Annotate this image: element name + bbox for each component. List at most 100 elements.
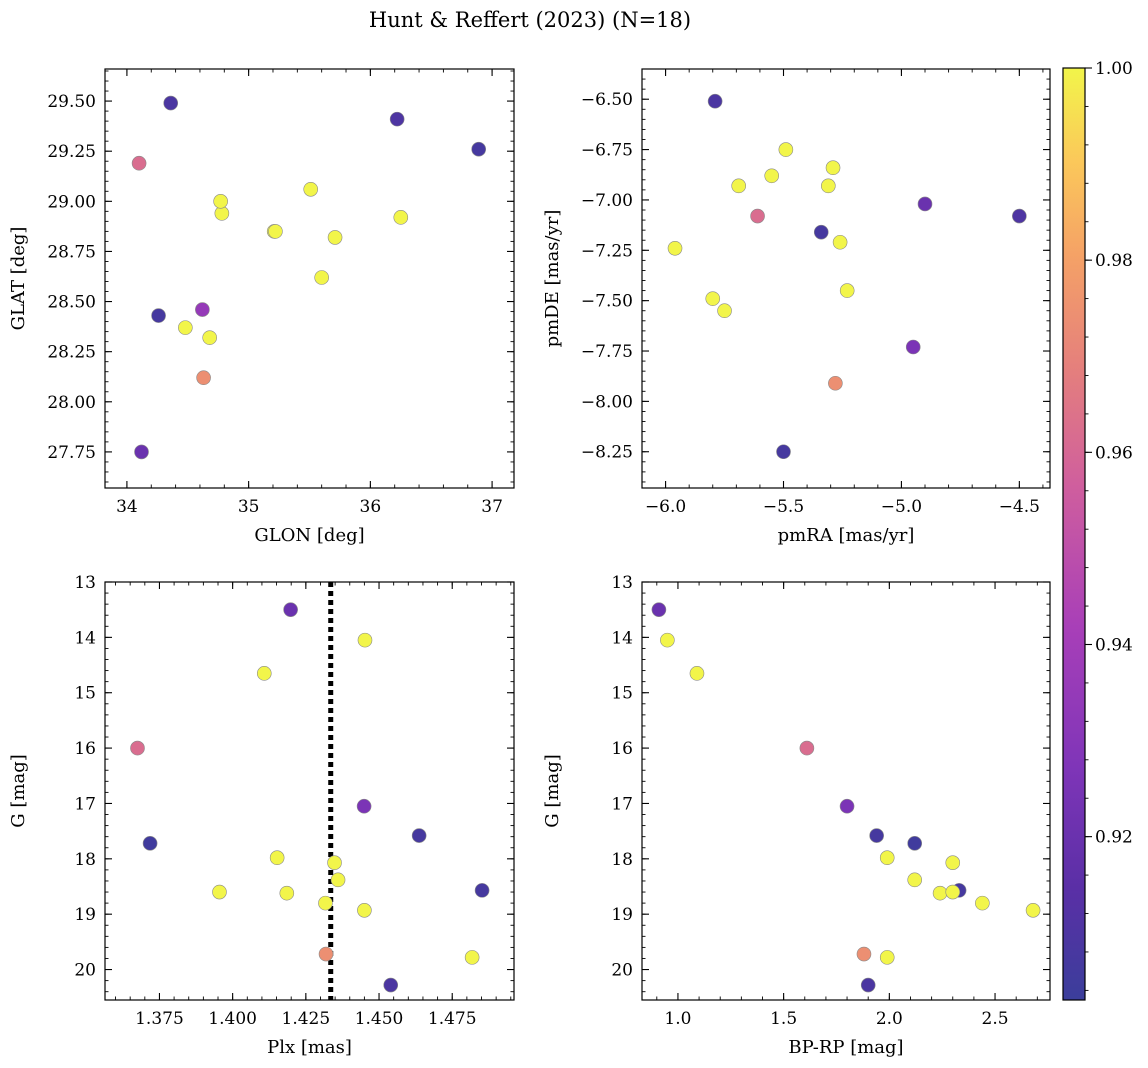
scatter-point [383, 977, 399, 993]
x-tick-label: −4.5 [999, 497, 1040, 517]
panel-bprp-g: 1.0 1.5 2.0 2.5 13 14 15 16 17 18 19 20 BP-RP [mag] G… [542, 573, 1051, 1058]
scatter-point [474, 883, 490, 898]
y-tick-label: 14 [611, 628, 633, 648]
scatter-point [907, 836, 923, 851]
scatter-point [471, 141, 486, 157]
y-tick-label: 28.50 [47, 293, 96, 313]
x-tick-label: 1.5 [770, 1009, 797, 1029]
scatter-point [318, 946, 334, 962]
scatter-point [195, 302, 210, 317]
scatter-point [689, 666, 705, 681]
x-axis-label: pmRA [mas/yr] [778, 525, 915, 546]
panels-layer: 34 35 36 37 27.75 28.00 28.25 28.50 28.75 29.00 29… [8, 68, 1051, 1058]
scatter-point [905, 339, 921, 355]
scatter-point [314, 270, 329, 285]
scatter-point [813, 224, 829, 240]
scatter-point [411, 828, 427, 843]
scatter-point [705, 291, 721, 306]
scatter-point [151, 308, 166, 323]
y-tick-label: 28.00 [47, 393, 96, 413]
y-tick-label: −7.50 [581, 292, 633, 312]
y-tick-label: 15 [74, 684, 96, 704]
scatter-point [731, 178, 746, 194]
y-axis-label: G [mag] [542, 754, 563, 827]
y-tick-label: −7.00 [581, 191, 633, 211]
x-tick-label: 1.425 [282, 1009, 331, 1029]
y-tick-label: 16 [611, 739, 633, 759]
y-tick-label: 29.50 [47, 92, 96, 112]
y-tick-label: 20 [611, 961, 633, 981]
scatter-point [975, 895, 990, 911]
x-tick-label: 1.375 [135, 1009, 184, 1029]
y-tick-label: 13 [74, 573, 96, 593]
scatter-point [879, 950, 895, 965]
y-tick-label: −8.00 [581, 392, 633, 412]
scatter-point [776, 444, 791, 460]
scatter-point [707, 93, 723, 109]
scatter-point [907, 872, 923, 888]
scatter-point [945, 855, 961, 870]
colorbar-tick-label: 0.98 [1095, 251, 1133, 271]
colorbar-tick-label: 0.92 [1095, 828, 1133, 848]
x-tick-label: −5.5 [763, 497, 804, 517]
scatter-point [464, 950, 480, 965]
y-tick-label: 16 [74, 739, 96, 759]
colorbar-tick-label: 0.94 [1095, 635, 1133, 655]
scatter-point [178, 320, 193, 335]
colorbar-tick-label: 0.96 [1095, 443, 1133, 463]
scatter-point [327, 230, 343, 245]
scatter-point [799, 740, 815, 756]
scatter-point [269, 850, 285, 866]
scatter-point [134, 444, 149, 460]
scatter-point [651, 602, 667, 617]
scatter-point [163, 95, 179, 111]
scatter-point [660, 632, 675, 648]
y-tick-label: 13 [611, 573, 633, 593]
panel-pmra-pmde: −6.0 −5.5 −5.0 −4.5 −8.25 −8.00 −7.75 −7.50 −7.2… [542, 68, 1051, 546]
x-tick-label: 2.5 [982, 1009, 1009, 1029]
scatter-point [764, 168, 780, 184]
scatter-point [330, 872, 346, 888]
y-tick-label: 17 [611, 794, 633, 814]
axes-frame [104, 581, 515, 1001]
scatter-point [667, 240, 683, 256]
x-tick-label: 1.475 [428, 1009, 477, 1029]
scatter-point [825, 160, 841, 176]
scatter-point [879, 850, 895, 866]
y-tick-label: 19 [611, 905, 633, 925]
y-tick-label: 19 [74, 905, 96, 925]
y-tick-label: 28.25 [47, 343, 96, 363]
x-tick-label: 1.400 [208, 1009, 257, 1029]
y-tick-label: −6.75 [581, 141, 633, 161]
scatter-point [832, 234, 848, 250]
figure-title: Hunt & Reffert (2023) (N=18) [369, 8, 691, 32]
x-tick-label: 1.450 [355, 1009, 404, 1029]
colorbar-ticks: 0.92 0.94 0.96 0.98 1.00 [1085, 59, 1133, 991]
x-tick-label: 1.0 [664, 1009, 691, 1029]
scatter-point [256, 666, 272, 681]
colorbar-gradient [1062, 67, 1086, 1001]
x-tick-label: 36 [360, 497, 382, 517]
scatter-point [856, 946, 872, 962]
scatter-point [303, 181, 319, 197]
y-tick-label: −7.75 [581, 342, 633, 362]
scatter-point [142, 836, 158, 851]
y-tick-label: 28.75 [47, 242, 96, 262]
scatter-point [839, 283, 855, 298]
x-tick-label: 35 [238, 497, 260, 517]
y-axis-label: pmDE [mas/yr] [542, 210, 563, 348]
axes-frame [641, 581, 1051, 1001]
scatter-point [821, 178, 836, 194]
colorbar: 0.92 0.94 0.96 0.98 1.00 [1062, 59, 1133, 1001]
y-tick-label: 20 [74, 961, 96, 981]
scatter-point [839, 798, 855, 814]
colorbar-tick-label: 1.00 [1095, 59, 1133, 79]
scatter-point [283, 602, 298, 617]
scatter-point [213, 194, 228, 209]
scatter-point [202, 330, 217, 345]
scatter-point [268, 224, 283, 239]
scatter-point [196, 370, 211, 386]
y-tick-label: 18 [611, 850, 633, 870]
scatter-point [860, 977, 876, 993]
scatter-point [932, 885, 948, 901]
